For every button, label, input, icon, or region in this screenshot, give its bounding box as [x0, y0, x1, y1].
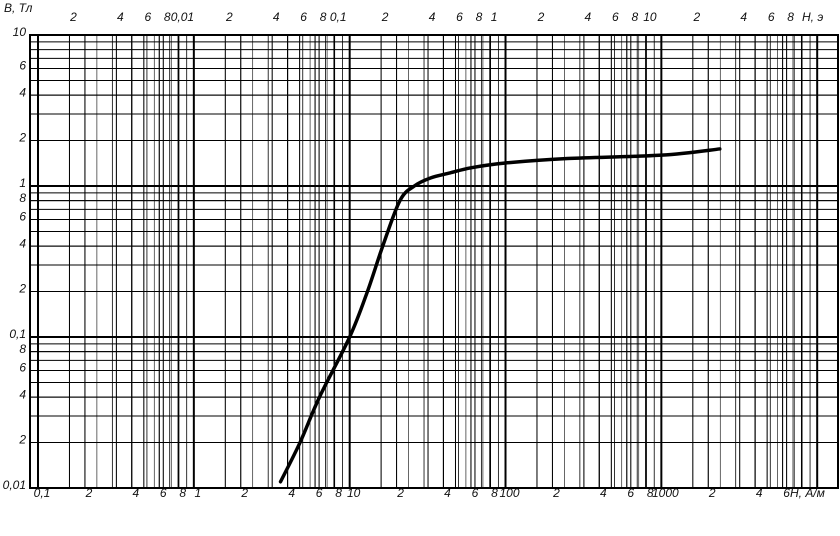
x2-tick-label: 4 [585, 10, 592, 24]
x-tick-label: 2 [85, 486, 93, 500]
x-tick-label: 0,1 [34, 486, 51, 500]
x-tick-label: 6 [316, 486, 323, 500]
x2-tick-label: 4 [273, 10, 280, 24]
y-tick-label: 6 [19, 210, 26, 224]
x-tick-label: 6 [627, 486, 634, 500]
x-tick-label: 4 [288, 486, 295, 500]
x-tick-label: 6 [160, 486, 167, 500]
y-tick-label: 4 [19, 85, 26, 99]
y-tick-label: 4 [19, 236, 26, 250]
x-tick-label: 4 [756, 486, 763, 500]
y-tick-label: 4 [19, 387, 26, 401]
x-tick-label: 6 [472, 486, 479, 500]
x-tick-label: 2 [396, 486, 404, 500]
y-tick-label: 6 [19, 59, 26, 73]
x-tick-label: 2 [708, 486, 716, 500]
y-tick-label: 8 [19, 342, 26, 356]
y-tick-label: 10 [13, 25, 27, 39]
x2-tick-label: 4 [429, 10, 436, 24]
x2-tick-label: 8 [164, 10, 171, 24]
x-tick-label: 2 [240, 486, 248, 500]
x2-tick-label: 8 [787, 10, 794, 24]
x2-tick-label: 10 [643, 10, 657, 24]
x2-tick-label: 8 [631, 10, 638, 24]
x-tick-label: 6 [783, 486, 790, 500]
x2-tick-label: 6 [300, 10, 307, 24]
x-tick-label: 8 [335, 486, 342, 500]
x2-tick-label: 8 [476, 10, 483, 24]
x-tick-label: 100 [499, 486, 519, 500]
y-tick-label: 6 [19, 361, 26, 375]
x2-tick-label: 1 [491, 10, 498, 24]
y-tick-label: 0,01 [3, 478, 26, 492]
x2-tick-label: 2 [537, 10, 545, 24]
x2-tick-label: 6 [768, 10, 775, 24]
x2-tick-label: 8 [320, 10, 327, 24]
x-tick-label: 1 [194, 486, 201, 500]
x2-tick-label: 2 [69, 10, 77, 24]
x-axis-title: H, А/м [790, 486, 825, 500]
x-tick-label: 1000 [652, 486, 679, 500]
x2-tick-label: 4 [117, 10, 124, 24]
y-tick-label: 2 [18, 433, 26, 447]
plot-frame [29, 34, 839, 489]
x-tick-label: 4 [132, 486, 139, 500]
x2-tick-label: 6 [144, 10, 151, 24]
x2-tick-label: 2 [381, 10, 389, 24]
x-tick-label: 10 [347, 486, 361, 500]
y-tick-label: 8 [19, 191, 26, 205]
x-tick-label: 8 [491, 486, 498, 500]
x-tick-label: 8 [179, 486, 186, 500]
y-tick-label: 2 [18, 282, 26, 296]
y-axis-title: В, Тл [4, 1, 33, 15]
x2-tick-label: 6 [612, 10, 619, 24]
x2-tick-label: 0,01 [171, 10, 194, 24]
x2-tick-label: 0,1 [330, 10, 347, 24]
x2-tick-label: 2 [225, 10, 233, 24]
curve [278, 147, 722, 484]
y-tick-label: 2 [18, 131, 26, 145]
x2-tick-label: 4 [740, 10, 747, 24]
y-tick-label: 1 [19, 176, 26, 190]
y-tick-label: 0,1 [9, 327, 26, 341]
x2-axis-title: Н, э [802, 10, 823, 24]
x-tick-label: 2 [552, 486, 560, 500]
x-tick-label: 8 [647, 486, 654, 500]
x-tick-label: 4 [600, 486, 607, 500]
x-tick-label: 4 [444, 486, 451, 500]
x2-tick-label: 6 [456, 10, 463, 24]
x2-tick-label: 2 [692, 10, 700, 24]
